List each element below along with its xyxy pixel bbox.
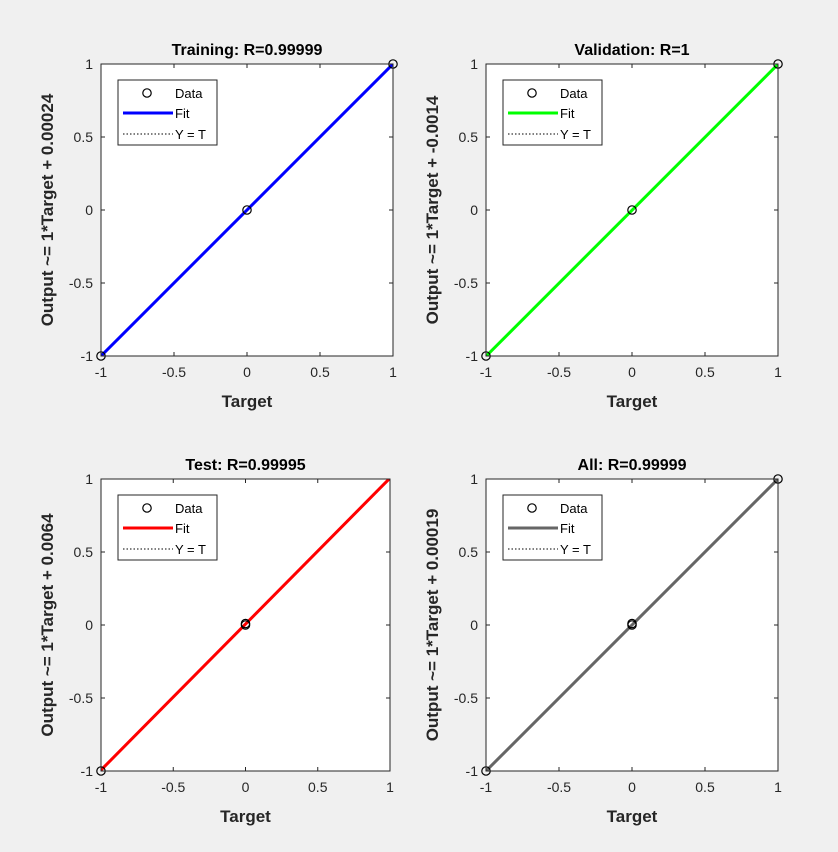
x-axis-label: Target — [220, 807, 271, 826]
subplot-title: Training: R=0.99999 — [172, 42, 323, 59]
subplot-title: Validation: R=1 — [574, 42, 689, 59]
plot-area — [101, 479, 390, 771]
legend-label-fit: Fit — [175, 521, 190, 536]
data-point — [627, 205, 637, 215]
x-tick-label: -0.5 — [547, 364, 571, 380]
y-tick-label: -0.5 — [69, 275, 93, 291]
y-axis-label: Output ~= 1*Target + 0.00024 — [38, 93, 57, 326]
fit-line — [101, 64, 393, 356]
subplot-title: Test: R=0.99995 — [185, 457, 305, 474]
legend-label-identity: Y = T — [560, 127, 591, 142]
legend-label-identity: Y = T — [175, 127, 206, 142]
legend-label-data: Data — [560, 501, 588, 516]
x-tick-label: 0.5 — [308, 779, 328, 795]
subplot-2: -1 -0.5 0 0.5 1 -1 -0.5 0 0.5 1 Validation: R=1 Tar… — [423, 42, 783, 411]
y-tick-label: -1 — [466, 348, 479, 364]
y-tick-label: 0 — [470, 617, 478, 633]
y-tick-label: 1 — [470, 56, 478, 72]
x-tick-label: 0.5 — [695, 779, 715, 795]
y-axis-label: Output ~= 1*Target + -0.0014 — [423, 95, 442, 324]
x-tick-label: -1 — [480, 364, 493, 380]
x-axis-label: Target — [607, 392, 658, 411]
legend-data-marker — [142, 88, 152, 98]
y-tick-label: 1 — [85, 471, 93, 487]
x-axis-label: Target — [222, 392, 273, 411]
data-point — [242, 205, 252, 215]
y-axis-label: Output ~= 1*Target + 0.0064 — [38, 513, 57, 737]
legend: Data Fit Y = T — [502, 494, 603, 561]
y-tick-label: -0.5 — [454, 275, 478, 291]
plot-area — [486, 479, 778, 771]
legend-label-identity: Y = T — [175, 542, 206, 557]
y-tick-label: 0 — [470, 202, 478, 218]
fit-line — [486, 64, 778, 356]
plot-area — [486, 64, 778, 356]
legend-label-identity: Y = T — [560, 542, 591, 557]
data-point — [240, 620, 251, 630]
y-axis-label: Output ~= 1*Target + 0.00019 — [423, 509, 442, 742]
x-tick-label: -1 — [95, 779, 108, 795]
subplot-4: -1 -0.5 0 0.5 1 -1 -0.5 0 0.5 1 All: R=0.99999 Targ… — [423, 457, 783, 826]
x-axis-label: Target — [607, 807, 658, 826]
legend: Data Fit Y = T — [117, 494, 218, 561]
x-tick-label: 0.5 — [310, 364, 330, 380]
legend-label-fit: Fit — [560, 521, 575, 536]
x-tick-label: 1 — [389, 364, 397, 380]
x-tick-label: 1 — [774, 779, 782, 795]
x-tick-label: -1 — [480, 779, 493, 795]
y-tick-label: 1 — [470, 471, 478, 487]
x-tick-label: 1 — [386, 779, 394, 795]
y-tick-label: -0.5 — [69, 690, 93, 706]
legend-label-data: Data — [175, 86, 203, 101]
legend: Data Fit Y = T — [502, 79, 603, 146]
x-tick-label: -1 — [95, 364, 108, 380]
x-tick-label: 0.5 — [695, 364, 715, 380]
x-tick-label: 0 — [628, 779, 636, 795]
y-tick-label: -1 — [81, 348, 94, 364]
subplot-title: All: R=0.99999 — [578, 457, 687, 474]
y-tick-label: 0.5 — [74, 544, 94, 560]
subplot-grid: -1 -0.5 0 0.5 1 -1 -0.5 0 0.5 1 Training: R=0.9999… — [38, 42, 783, 826]
legend-data-marker — [527, 503, 537, 513]
legend-label-data: Data — [560, 86, 588, 101]
y-tick-label: -1 — [81, 763, 94, 779]
subplot-1: -1 -0.5 0 0.5 1 -1 -0.5 0 0.5 1 Training: R=0.9999… — [38, 42, 398, 411]
x-tick-label: 0 — [242, 779, 250, 795]
x-tick-label: -0.5 — [161, 779, 185, 795]
x-tick-label: 0 — [628, 364, 636, 380]
y-tick-label: -0.5 — [454, 690, 478, 706]
plot-area — [101, 64, 393, 356]
y-tick-label: 0 — [85, 617, 93, 633]
legend: Data Fit Y = T — [117, 79, 218, 146]
x-tick-label: 1 — [774, 364, 782, 380]
y-tick-label: 1 — [85, 56, 93, 72]
legend-data-marker — [527, 88, 537, 98]
subplot-3: -1 -0.5 0 0.5 1 -1 -0.5 0 0.5 1 Test: R=0.99995 Tar… — [38, 457, 394, 826]
fit-line — [101, 479, 390, 771]
x-tick-label: -0.5 — [162, 364, 186, 380]
y-tick-label: 0 — [85, 202, 93, 218]
fit-line — [486, 479, 778, 771]
y-tick-label: -1 — [466, 763, 479, 779]
legend-label-fit: Fit — [175, 106, 190, 121]
y-tick-label: 0.5 — [74, 129, 94, 145]
legend-label-data: Data — [175, 501, 203, 516]
x-tick-label: -0.5 — [547, 779, 571, 795]
legend-label-fit: Fit — [560, 106, 575, 121]
y-tick-label: 0.5 — [459, 544, 479, 560]
y-tick-label: 0.5 — [459, 129, 479, 145]
data-point — [627, 618, 637, 629]
legend-data-marker — [142, 503, 152, 513]
x-tick-label: 0 — [243, 364, 251, 380]
